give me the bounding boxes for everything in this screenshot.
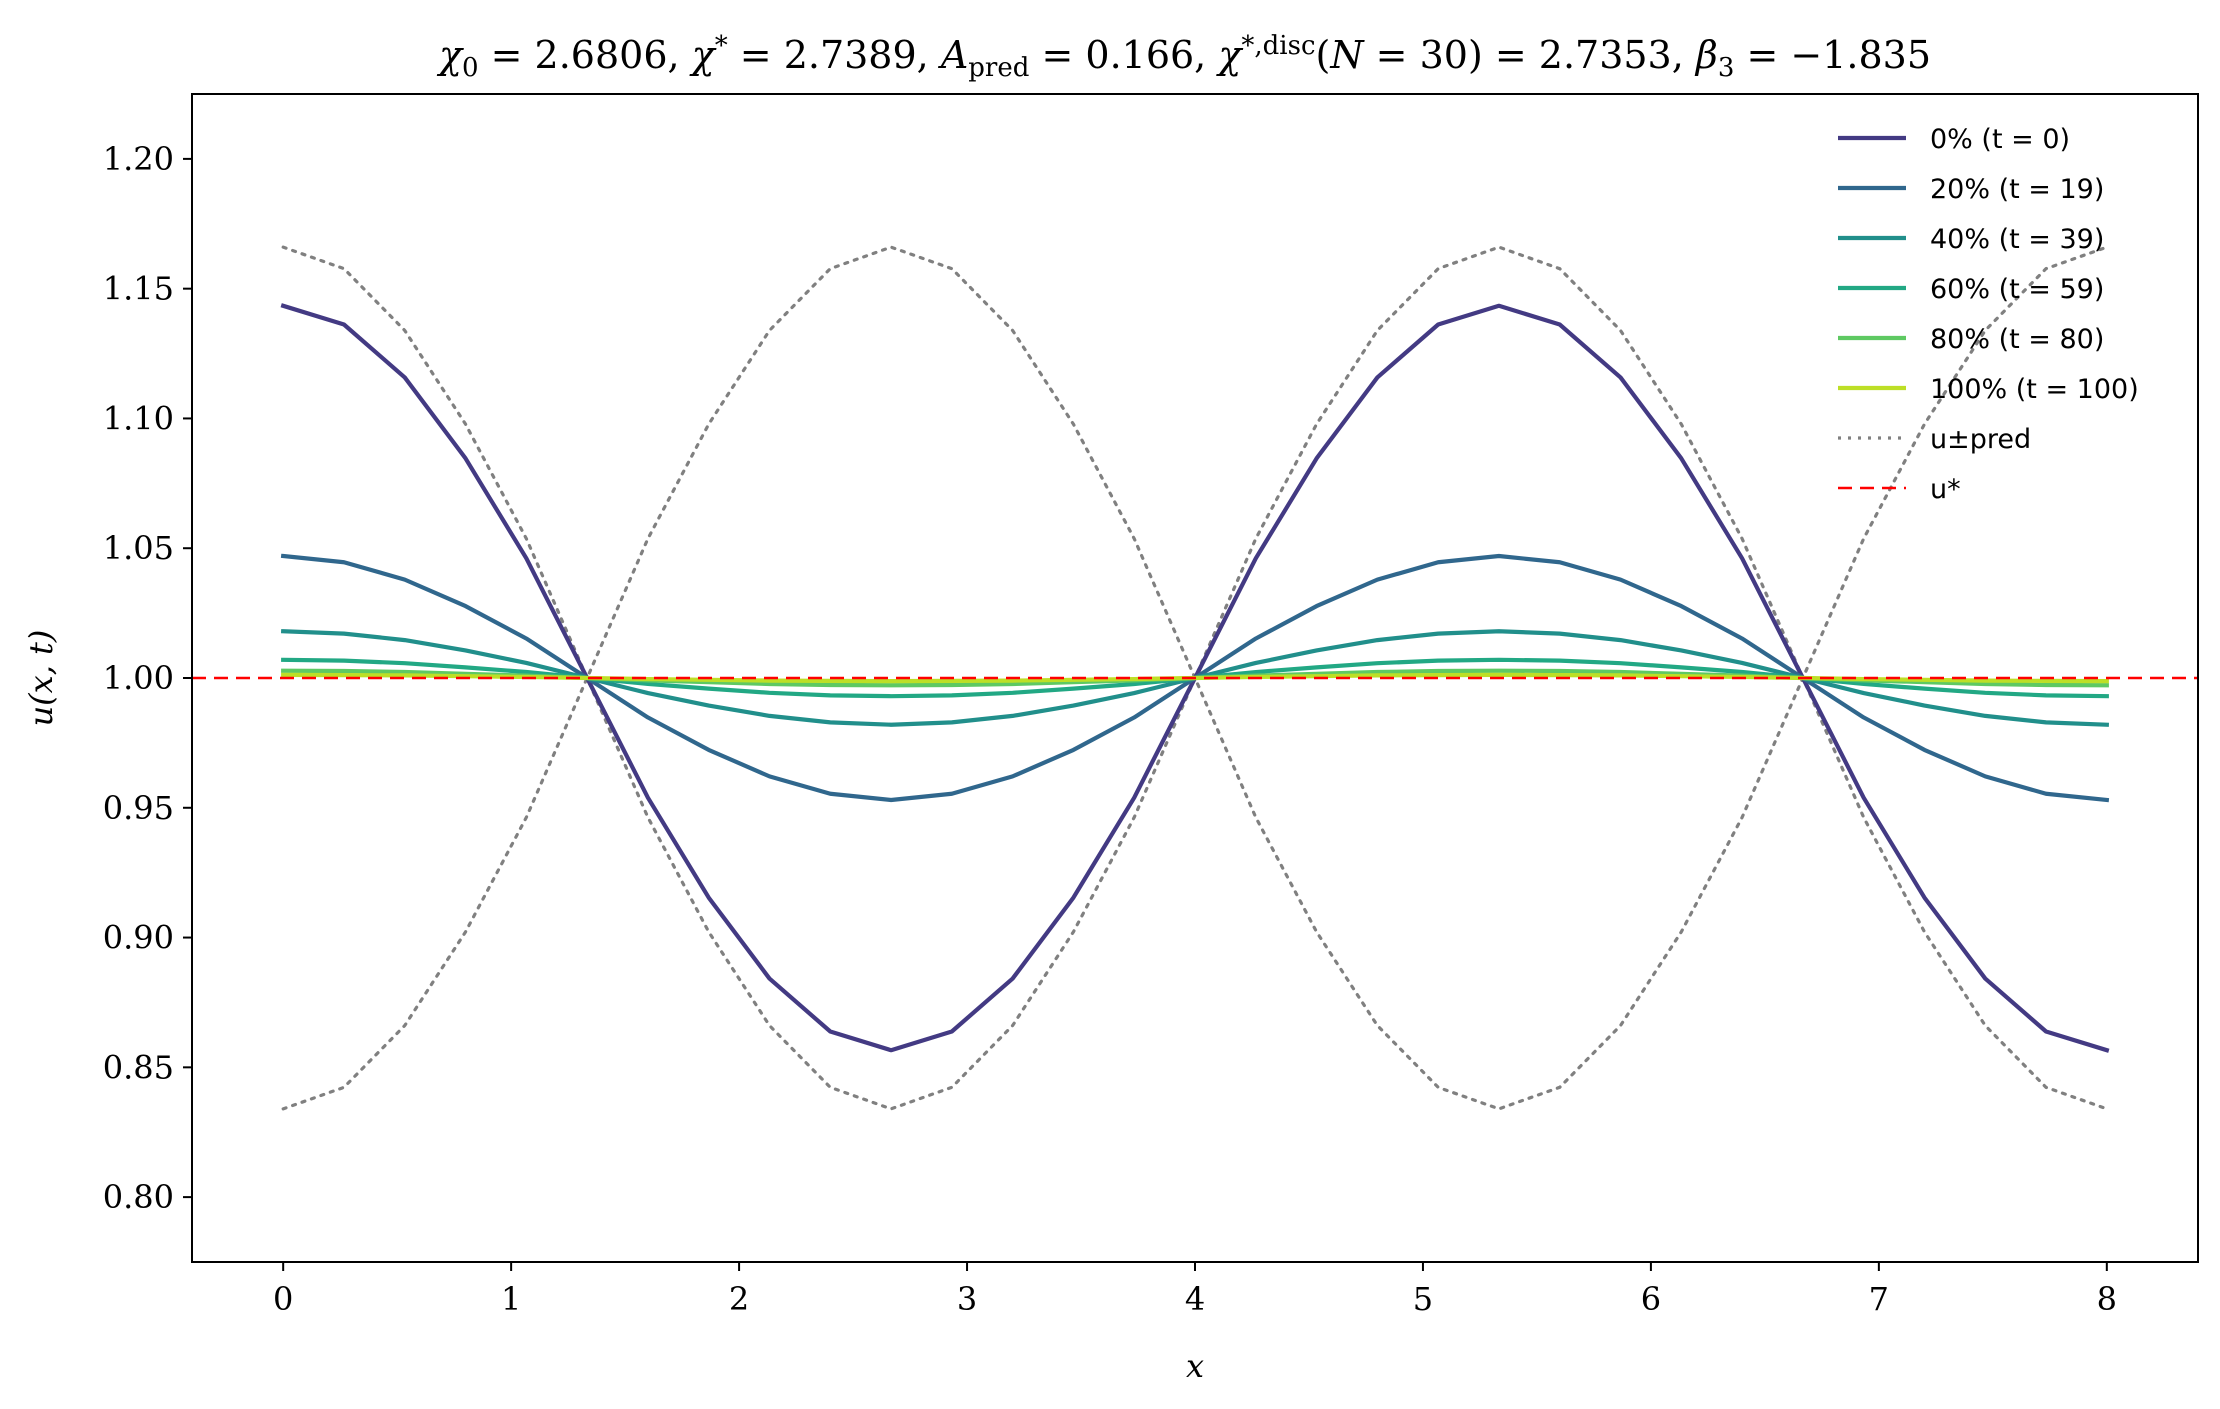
x-tick-label-0: 0 (273, 1280, 293, 1318)
y-tick-label-2: 0.90 (103, 919, 174, 957)
chart-title: χ0 = 2.6806, χ* = 2.7389, Apred = 0.166,… (436, 31, 1931, 83)
legend-label-7: u* (1930, 474, 1961, 505)
x-tick-label-6: 6 (1641, 1280, 1661, 1318)
legend-label-0: 0% (t = 0) (1930, 124, 2070, 155)
legend-label-2: 40% (t = 39) (1930, 224, 2104, 255)
plot-frame (191, 93, 2199, 1263)
legend-label-5: 100% (t = 100) (1930, 374, 2139, 405)
y-tick-label-4: 1.00 (103, 659, 174, 697)
y-tick-label-1: 0.85 (103, 1048, 174, 1086)
legend-label-6: u±pred (1930, 424, 2031, 455)
y-tick-label-3: 0.95 (103, 789, 174, 827)
legend-label-1: 20% (t = 19) (1930, 174, 2104, 205)
x-tick-label-7: 7 (1869, 1280, 1889, 1318)
x-tick-label-2: 2 (729, 1280, 749, 1318)
legend-label-3: 60% (t = 59) (1930, 274, 2104, 305)
y-axis-label: u(x, t) (22, 630, 60, 727)
x-axis-label: x (1186, 1347, 1204, 1385)
y-tick-label-7: 1.15 (103, 270, 174, 308)
x-tick-label-1: 1 (501, 1280, 521, 1318)
plot-area (192, 245, 2198, 1111)
y-tick-label-8: 1.20 (103, 140, 174, 178)
x-tick-label-4: 4 (1185, 1280, 1205, 1318)
legend-label-4: 80% (t = 80) (1930, 324, 2104, 355)
y-tick-label-6: 1.10 (103, 399, 174, 437)
y-tick-label-0: 0.80 (103, 1178, 174, 1216)
y-tick-label-5: 1.05 (103, 529, 174, 567)
x-tick-label-5: 5 (1413, 1280, 1433, 1318)
x-tick-label-8: 8 (2097, 1280, 2117, 1318)
x-tick-label-3: 3 (957, 1280, 977, 1318)
axis-ticks: 0 1 2 3 4 5 6 7 8 0.80 0.85 0.90 0.95 1.00 1.05 1.10 1.1… (103, 140, 2117, 1318)
legend: 0% (t = 0) 20% (t = 19) 40% (t = 39) 60% (t… (1838, 124, 2139, 505)
